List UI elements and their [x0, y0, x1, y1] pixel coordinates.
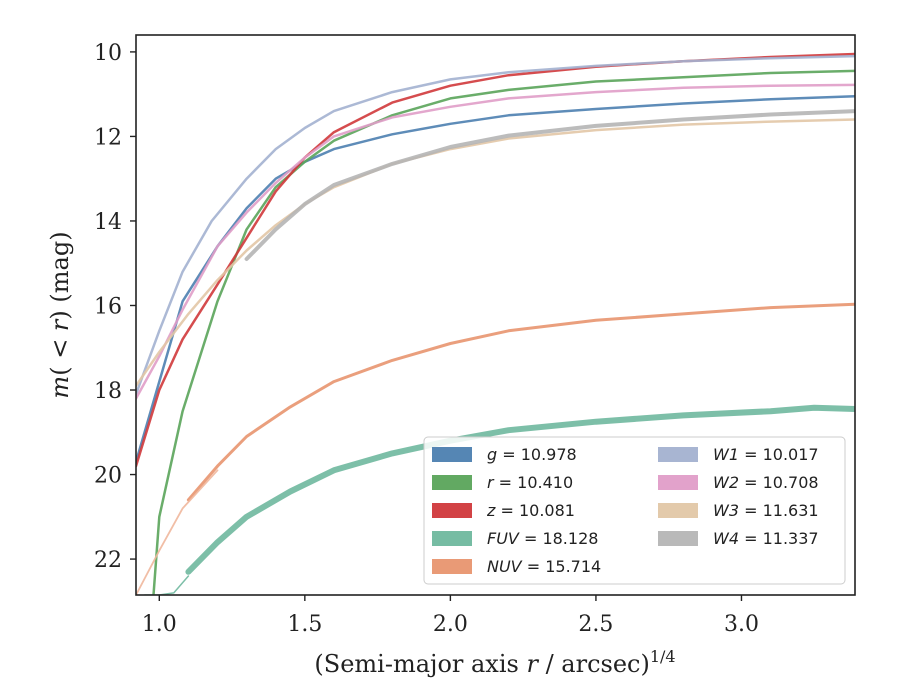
legend-swatch	[432, 475, 472, 490]
legend-swatch	[432, 503, 472, 518]
y-tick-label: 22	[94, 548, 122, 573]
series-line-1	[152, 69, 855, 595]
legend-swatch	[658, 531, 698, 546]
legend-label: W2 = 10.708	[713, 473, 819, 492]
y-tick-label: 12	[94, 125, 122, 150]
x-axis: 1.0 1.5 2.0 2.5 3.0	[142, 595, 759, 637]
legend-swatch	[658, 503, 698, 518]
legend-swatch	[432, 559, 472, 574]
x-tick-label: 2.0	[433, 612, 468, 637]
legend-swatch	[658, 475, 698, 490]
series-line-4	[143, 575, 190, 595]
series-line-7	[136, 54, 855, 396]
y-tick-label: 18	[94, 379, 122, 404]
y-tick-label: 20	[94, 464, 122, 489]
x-tick-label: 1.5	[287, 612, 322, 637]
legend-label: g = 10.978	[487, 445, 577, 464]
legend-label: FUV = 18.128	[487, 529, 598, 548]
legend-label: W4 = 11.337	[713, 529, 819, 548]
x-tick-label: 1.0	[142, 612, 177, 637]
legend-swatch	[432, 531, 472, 546]
legend-swatch	[658, 447, 698, 462]
legend: g = 10.978 r = 10.410 z = 10.081 FUV = 18.1…	[423, 436, 846, 585]
series-layer	[136, 52, 855, 595]
legend-swatch	[432, 447, 472, 462]
y-axis: 10 12 14 16 18 20 22	[94, 41, 136, 573]
y-axis-label: m( < r) (mag)	[46, 231, 74, 398]
x-tick-label: 2.5	[578, 612, 613, 637]
legend-label: NUV = 15.714	[487, 557, 601, 576]
x-tick-label: 3.0	[724, 612, 759, 637]
y-tick-label: 10	[94, 41, 122, 66]
legend-label: z = 10.081	[486, 501, 575, 520]
series-line-10	[244, 109, 855, 261]
plot-frame	[135, 34, 856, 596]
y-tick-label: 16	[94, 294, 122, 319]
legend-box	[423, 436, 846, 585]
series-line-8	[136, 83, 855, 400]
series-line-5	[186, 302, 855, 502]
y-tick-label: 14	[94, 210, 122, 235]
legend-label: W3 = 11.631	[713, 501, 819, 520]
x-axis-label: (Semi-major axis r / arcsec)1/4	[314, 647, 675, 678]
series-line-0	[136, 95, 855, 464]
legend-label: r = 10.410	[487, 473, 573, 492]
legend-label: W1 = 10.017	[713, 445, 819, 464]
series-line-6	[136, 469, 219, 595]
